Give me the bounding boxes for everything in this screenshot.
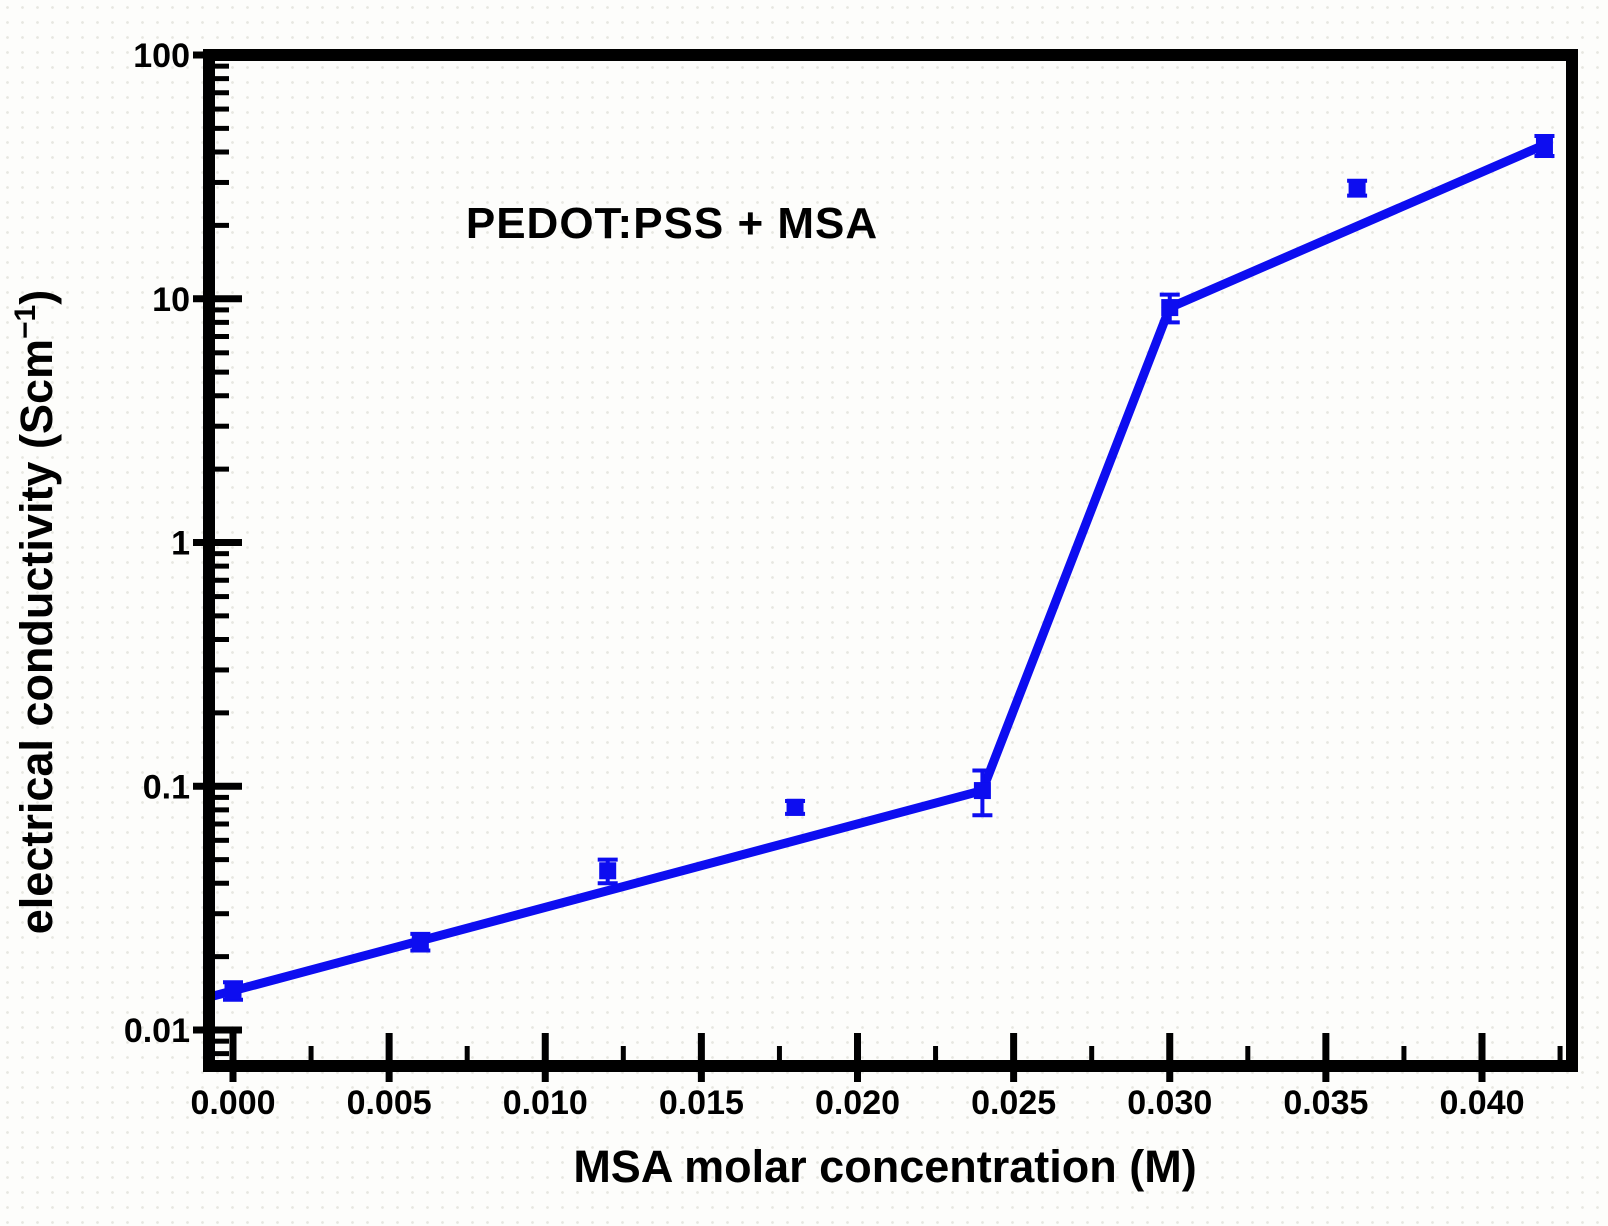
data-point-marker xyxy=(411,933,429,951)
y-tick-label: 10 xyxy=(152,281,190,319)
y-tick-label: 0.1 xyxy=(143,768,190,806)
data-point-marker xyxy=(786,798,804,816)
y-tick-label: 1 xyxy=(171,525,190,563)
x-tick-label: 0.020 xyxy=(815,1084,900,1122)
plot-frame xyxy=(203,49,1578,1072)
x-tick-label: 0.005 xyxy=(347,1084,432,1122)
plot-annotation: PEDOT:PSS + MSA xyxy=(466,199,878,248)
y-axis-title-main: electrical conductivity (Scm xyxy=(11,339,62,934)
x-tick-label: 0.000 xyxy=(190,1084,275,1122)
data-point-marker xyxy=(599,862,617,880)
data-point-marker xyxy=(1535,137,1553,155)
y-axis-title-close: ) xyxy=(11,290,62,305)
data-point-marker xyxy=(1161,299,1179,317)
data-point-marker xyxy=(224,982,242,1000)
x-tick-label: 0.010 xyxy=(503,1084,588,1122)
x-tick-label: 0.040 xyxy=(1439,1084,1524,1122)
y-tick-label: 100 xyxy=(133,37,190,75)
y-axis-title: electrical conductivity (Scm−1) xyxy=(9,290,62,934)
y-tick-label: 0.01 xyxy=(124,1012,190,1050)
fit-line xyxy=(206,140,1547,1002)
data-point-marker xyxy=(973,782,991,800)
data-point-marker xyxy=(1348,179,1366,197)
x-tick-label: 0.015 xyxy=(659,1084,744,1122)
x-axis-title: MSA molar concentration (M) xyxy=(573,1141,1196,1192)
y-axis-title-superscript: −1 xyxy=(9,305,42,339)
x-tick-label: 0.025 xyxy=(971,1084,1056,1122)
x-tick-label: 0.030 xyxy=(1127,1084,1212,1122)
x-tick-label: 0.035 xyxy=(1283,1084,1368,1122)
